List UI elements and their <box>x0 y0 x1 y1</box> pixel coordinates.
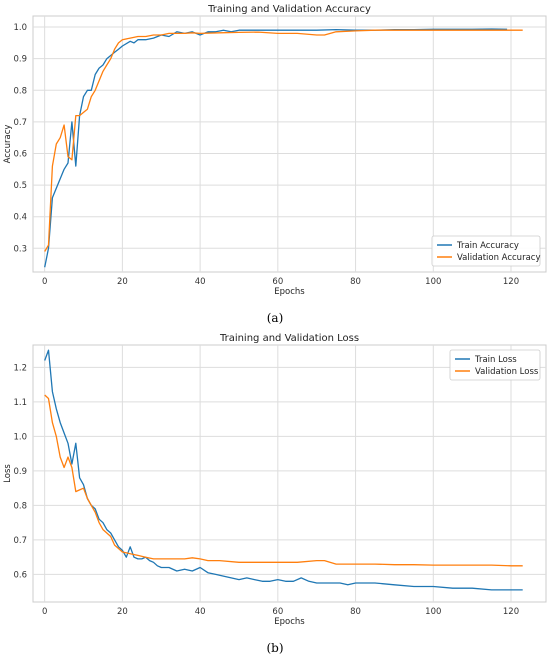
x-tick-label: 0 <box>42 277 47 287</box>
y-tick-label: 1.0 <box>13 432 27 442</box>
x-tick-label: 80 <box>350 277 361 287</box>
x-tick-label: 60 <box>272 277 283 287</box>
chart-panel-0: 0 20 40 60 80 100 120 0.3 0.4 0.5 0.6 0.7 0.8 0.9 1.0 T… <box>3 4 547 325</box>
legend-box <box>449 349 541 381</box>
x-tick-label: 120 <box>503 277 519 287</box>
legend-label: Train Accuracy <box>456 241 519 251</box>
legend: Train Loss Validation Loss <box>449 349 541 381</box>
plot-area <box>32 344 547 603</box>
legend-label: Validation Loss <box>475 367 539 377</box>
y-tick-label: 0.9 <box>13 467 27 477</box>
y-tick-label: 0.3 <box>13 244 27 254</box>
x-tick-label: 100 <box>425 277 441 287</box>
y-tick-label: 0.7 <box>13 118 27 128</box>
legend-box <box>431 235 541 267</box>
y-tick-label: 0.6 <box>13 570 27 580</box>
x-tick-label: 40 <box>195 607 206 617</box>
y-axis-title: Loss <box>3 464 13 483</box>
y-tick-label: 0.8 <box>13 86 27 96</box>
y-tick-label: 1.1 <box>13 398 27 408</box>
x-tick-label: 120 <box>503 607 519 617</box>
chart-title: Training and Validation Accuracy <box>207 4 371 15</box>
y-tick-label: 1.0 <box>13 23 27 33</box>
figure-caption: (b) <box>266 641 283 655</box>
x-axis-title: Epochs <box>274 617 305 627</box>
legend: Train Accuracy Validation Accuracy <box>431 235 541 267</box>
x-tick-label: 100 <box>425 607 441 617</box>
chart-title: Training and Validation Loss <box>219 333 359 344</box>
x-tick-label: 20 <box>117 607 128 617</box>
y-tick-label: 0.7 <box>13 536 27 546</box>
y-tick-label: 0.8 <box>13 501 27 511</box>
chart-panel-1: 0 20 40 60 80 100 120 0.6 0.7 0.8 0.9 1.0 1.1 1.2 Trai… <box>3 333 547 655</box>
y-tick-label: 0.9 <box>13 55 27 65</box>
y-tick-label: 0.6 <box>13 149 27 159</box>
y-tick-label: 1.2 <box>13 363 27 373</box>
legend-label: Validation Accuracy <box>457 253 540 263</box>
x-tick-label: 20 <box>117 277 128 287</box>
x-axis-title: Epochs <box>274 287 305 297</box>
x-tick-label: 60 <box>272 607 283 617</box>
x-tick-label: 0 <box>42 607 47 617</box>
legend-label: Train Loss <box>474 355 517 365</box>
series-line-validation-loss <box>44 394 523 567</box>
x-tick-label: 80 <box>350 607 361 617</box>
plot-area <box>32 15 547 273</box>
figure-caption: (a) <box>267 311 284 325</box>
y-tick-label: 0.5 <box>13 181 27 191</box>
y-tick-label: 0.4 <box>13 213 27 223</box>
series-line-validation-accuracy <box>44 29 523 252</box>
y-axis-title: Accuracy <box>3 125 13 164</box>
x-tick-label: 40 <box>195 277 206 287</box>
series-line-train-accuracy <box>44 28 508 268</box>
